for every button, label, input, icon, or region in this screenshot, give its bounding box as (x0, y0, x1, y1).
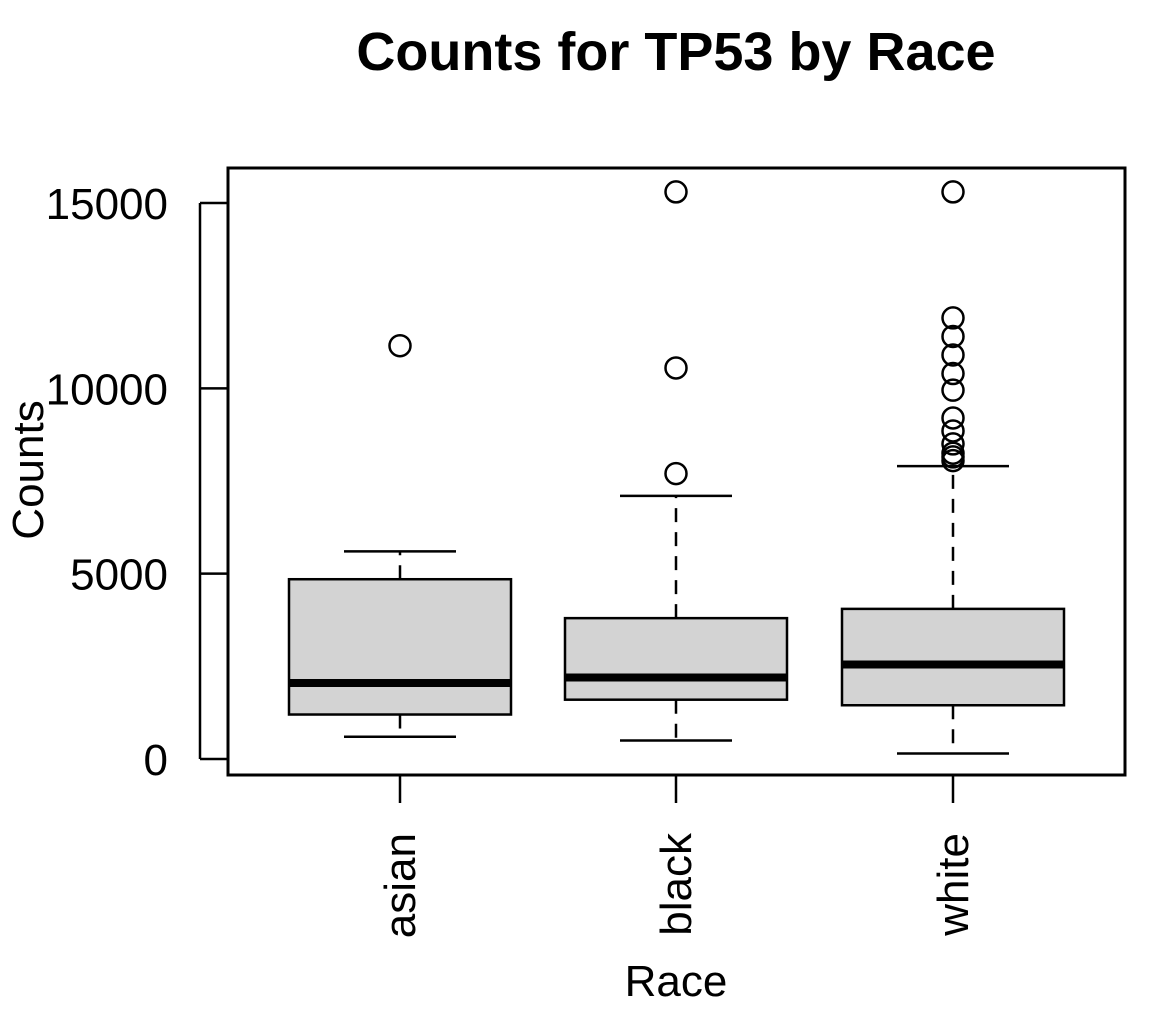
outlier-point (941, 419, 965, 443)
outlier-point (664, 356, 688, 380)
outlier-point (941, 406, 965, 430)
x-tick-label: asian (376, 833, 425, 938)
y-tick-label: 10000 (46, 365, 168, 414)
outlier-point (941, 361, 965, 386)
box-group-black (563, 180, 789, 742)
box-iqr (840, 607, 1066, 707)
boxes-layer (287, 180, 1066, 755)
box-group-white (840, 180, 1066, 755)
x-tick-label: black (652, 832, 701, 936)
x-tick-label: white (929, 833, 978, 937)
x-axis: asian black white (376, 775, 978, 938)
box-group-asian (287, 333, 513, 739)
chart-title: Counts for TP53 by Race (356, 22, 995, 82)
outlier-point (941, 378, 965, 402)
outlier-point (941, 306, 965, 330)
outlier-point (941, 324, 965, 349)
x-axis-title: Race (625, 957, 728, 1006)
y-axis: 0 5000 10000 15000 (46, 180, 228, 785)
y-tick-label: 15000 (46, 180, 168, 229)
outlier-point (664, 180, 688, 204)
outlier-point (941, 180, 965, 204)
y-tick-label: 0 (144, 736, 168, 785)
outlier-point (664, 461, 688, 486)
y-axis-title: Counts (4, 400, 53, 539)
outlier-point (941, 432, 965, 456)
box-iqr (563, 616, 789, 701)
y-tick-label: 5000 (70, 551, 168, 600)
box-iqr (287, 577, 513, 716)
outlier-point (941, 343, 965, 367)
outlier-point (388, 333, 412, 358)
